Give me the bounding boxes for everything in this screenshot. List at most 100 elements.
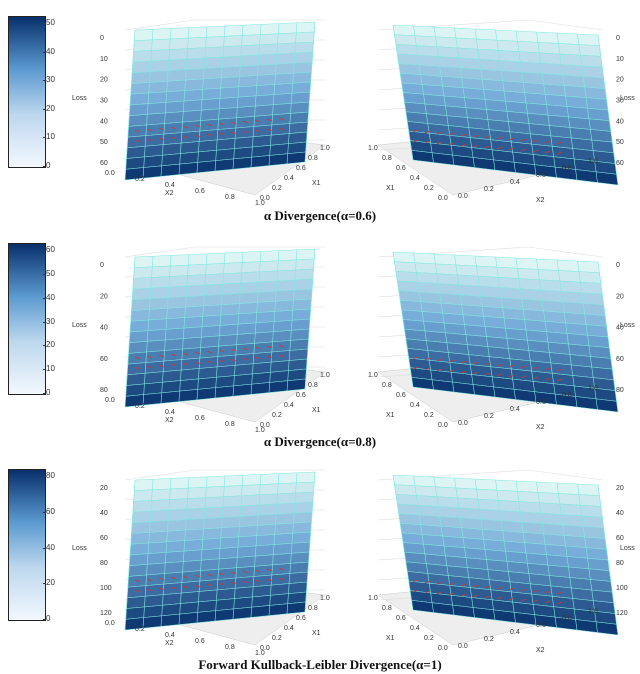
mesh-line (413, 25, 434, 163)
z-tick-label: 40 (616, 510, 624, 517)
gradient-arrow (182, 125, 189, 129)
mesh-line (142, 479, 154, 629)
mesh-line (454, 27, 475, 168)
gradient-arrow (254, 346, 261, 350)
mesh-line (232, 25, 244, 170)
x1-tick-label: 1.0 (320, 595, 330, 602)
colorbar-tick: 50 (43, 18, 55, 28)
gradient-arrow (436, 358, 443, 362)
z-tick-label: 60 (616, 160, 624, 167)
mesh-line (286, 22, 298, 164)
gradient-arrow (254, 569, 261, 573)
gradient-arrow (170, 126, 177, 130)
gradient-arrow (544, 150, 551, 154)
z-tick-label: 80 (100, 387, 108, 394)
mesh-line (178, 254, 190, 402)
z-tick-label: 50 (616, 139, 624, 146)
gradient-arrow (412, 139, 419, 143)
z-tick-label: 60 (616, 535, 624, 542)
colorbar-tick: 0 (42, 388, 51, 397)
z-tick-label: 80 (616, 387, 624, 394)
x1-tick-label: 0.0 (260, 422, 270, 429)
mesh-line (160, 28, 172, 177)
x1-tick-label: 0.4 (410, 402, 420, 409)
gradient-arrow (532, 149, 539, 153)
gradient-arrow (194, 134, 201, 138)
gradient-arrow (508, 374, 515, 378)
z-tick-label: 10 (616, 56, 624, 63)
x1-tick-label: 0.2 (424, 635, 434, 642)
x2-axis-label: X2 (536, 647, 545, 654)
caption-2: α Divergence(α=0.8) (263, 434, 377, 449)
gradient-arrow (424, 367, 431, 371)
mesh-line (268, 23, 280, 166)
z-tick-label: 0 (100, 35, 104, 42)
x2-tick-label: 0.0 (105, 620, 115, 627)
x2-tick-label: 0.4 (165, 409, 175, 416)
gradient-arrow (544, 377, 551, 381)
mesh-line (474, 478, 496, 621)
gradient-arrow (496, 373, 503, 377)
x1-tick-label: 1.0 (368, 595, 378, 602)
x1-tick-label: 0.2 (424, 412, 434, 419)
gradient-arrow (230, 571, 237, 575)
z-tick-label: 40 (616, 118, 624, 125)
gradient-arrow (532, 376, 539, 380)
z-tick-label: 20 (100, 293, 108, 300)
gradient-arrow (436, 131, 443, 135)
colorbar-tick: 40 (43, 292, 55, 302)
gradient-arrow (496, 146, 503, 150)
gradient-arrow (170, 353, 177, 357)
gradient-arrow (146, 355, 153, 359)
mesh-line (214, 252, 226, 399)
colorbar-tick: 30 (43, 316, 55, 326)
colorbar-tick: 20 (43, 340, 55, 350)
mesh-line (556, 32, 578, 181)
z-tick-label: 0 (616, 262, 620, 269)
mesh-line (196, 476, 208, 623)
colorbar-tick: 40 (43, 46, 55, 56)
x2-tick-label: 0.6 (536, 172, 546, 179)
gradient-arrow (146, 578, 153, 582)
x2-tick-label: 1.0 (255, 427, 265, 434)
z-tick-label: 20 (616, 77, 624, 84)
colorbar-tick: 10 (43, 132, 55, 142)
gradient-arrow (158, 354, 165, 358)
gradient-arrow (194, 351, 201, 355)
gradient-arrow (436, 591, 443, 595)
mesh-line (304, 248, 316, 390)
mesh-line (178, 477, 190, 625)
mesh-line (268, 473, 280, 616)
x1-tick-label: 0.6 (296, 392, 306, 399)
gradient-arrow (448, 582, 455, 586)
surface-plot-1-left: 0 10 20 30 40 50 60 Loss 0.0 0.2 0.4 0.6 0.8 1.0 X2 0.0… (72, 10, 360, 207)
gradient-arrow (484, 145, 491, 149)
gradient-arrow (556, 141, 563, 145)
x1-tick-label: 0.4 (284, 402, 294, 409)
mesh-line (597, 484, 619, 636)
gradient-arrow (266, 345, 273, 349)
x2-tick-label: 0.6 (195, 638, 205, 645)
surface-plot-2-right: 0 20 40 60 80 Loss 0.0 0.2 0.4 0.6 0.8 1.0 X2 1.0 0.8 0… (358, 237, 638, 432)
mesh-line (454, 254, 475, 395)
gradient-arrow (520, 148, 527, 152)
gradient-arrow (170, 576, 177, 580)
gradient-arrow (230, 121, 237, 125)
z-tick-label: 20 (616, 485, 624, 492)
mesh-line (392, 474, 414, 611)
mesh-line (142, 29, 154, 179)
x1-tick-label: 0.2 (272, 635, 282, 642)
gradient-arrow (448, 369, 455, 373)
mesh-line (232, 475, 244, 620)
mesh-line (304, 21, 316, 163)
grid-line (124, 469, 196, 481)
mesh-line (268, 250, 280, 393)
x1-tick-label: 0.8 (382, 382, 392, 389)
mesh-line (178, 27, 190, 175)
gradient-arrow (508, 597, 515, 601)
gradient-arrow (520, 375, 527, 379)
gradient-arrow (556, 368, 563, 372)
x1-tick-label: 0.4 (410, 625, 420, 632)
z-tick-label: 40 (100, 118, 108, 125)
surface-axes: 20406080100120Loss0.00.20.40.60.81.0X20.… (72, 469, 330, 657)
